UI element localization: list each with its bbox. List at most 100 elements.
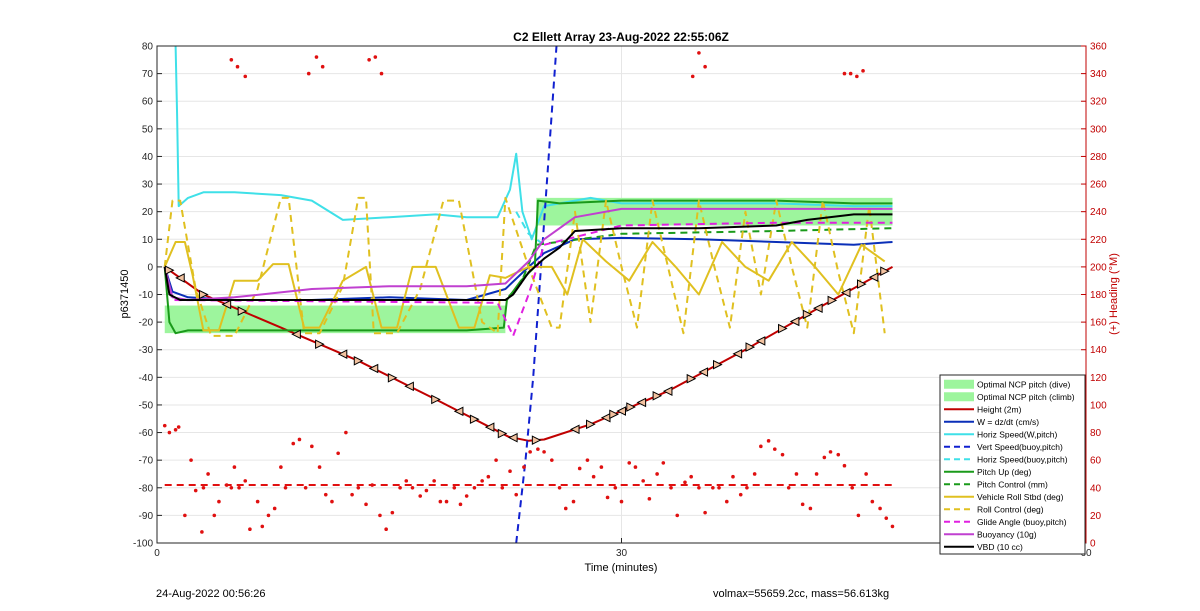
series-line-vehicle-roll-stbd-deg <box>163 238 886 332</box>
heading-point <box>486 474 491 479</box>
height-marker <box>880 266 890 276</box>
heading-point <box>703 510 707 515</box>
heading-point <box>464 494 469 498</box>
legend: Optimal NCP pitch (dive) Optimal NCP pitc… <box>939 374 1086 555</box>
heading-point <box>283 485 288 490</box>
heading-point <box>669 485 673 490</box>
height-marker <box>431 394 441 405</box>
heading-point <box>189 458 193 462</box>
y-tick-label-right: 260 <box>1090 180 1107 191</box>
series-line-roll-control-deg <box>163 196 886 337</box>
legend-label: Pitch Up (deg) <box>977 467 1031 477</box>
heading-point <box>237 485 241 490</box>
heading-points <box>162 51 895 534</box>
heading-point <box>842 463 847 468</box>
height-marker <box>789 316 800 327</box>
heading-point <box>432 479 436 483</box>
heading-point <box>356 485 361 490</box>
heading-point <box>224 483 229 487</box>
heading-point <box>206 472 210 476</box>
heading-point <box>836 452 841 457</box>
x-tick-label: 30 <box>616 548 628 559</box>
y-tick-label-left: 70 <box>142 69 154 80</box>
heading-point <box>379 71 384 76</box>
heading-point <box>320 64 325 69</box>
heading-point <box>500 485 505 490</box>
y-tick-label-right: 40 <box>1090 483 1102 494</box>
heading-point <box>303 485 308 490</box>
y-tick-label-right: 60 <box>1090 456 1102 467</box>
heading-point <box>613 485 618 490</box>
legend-swatch <box>944 379 974 389</box>
heading-point <box>367 58 371 62</box>
heading-point <box>542 450 546 454</box>
height-marker <box>315 339 325 350</box>
heading-point <box>557 485 562 490</box>
heading-point <box>585 458 590 462</box>
series-lines <box>163 45 893 544</box>
heading-point <box>424 488 429 493</box>
height-marker <box>507 432 518 443</box>
height-marker <box>778 323 788 334</box>
height-marker <box>175 273 185 283</box>
heading-point <box>752 472 757 476</box>
heading-point <box>814 472 819 476</box>
x-tick-label: 60 <box>1080 548 1092 559</box>
height-marker <box>698 367 709 377</box>
heading-point <box>310 444 314 449</box>
height-marker <box>712 359 723 370</box>
y-tick-label-left: 50 <box>142 124 154 135</box>
heading-point <box>232 465 237 469</box>
series-line-vbd-10-cc <box>163 213 893 301</box>
height-markers <box>164 265 890 445</box>
heading-point <box>522 465 526 469</box>
heading-point <box>855 74 859 79</box>
y-tick-label-right: 160 <box>1090 318 1107 329</box>
height-marker <box>755 336 766 346</box>
heading-point <box>870 499 875 504</box>
heading-point <box>291 441 296 446</box>
y-tick-label-left: 80 <box>142 42 154 53</box>
height-marker <box>868 272 879 283</box>
heading-point <box>472 485 477 490</box>
heading-point <box>314 55 319 59</box>
heading-point <box>786 485 791 490</box>
heading-point <box>861 69 865 73</box>
height-marker <box>531 435 542 445</box>
y-axis-label-right: (+) Heading (°M) <box>1108 253 1120 335</box>
heading-point <box>480 479 484 483</box>
height-marker <box>337 349 348 359</box>
heading-point <box>759 444 763 449</box>
legend-label: Horiz Speed(buoy,pitch) <box>977 454 1068 464</box>
heading-point <box>494 458 498 462</box>
heading-point <box>373 55 378 59</box>
legend-label: Roll Control (deg) <box>977 504 1044 514</box>
height-marker <box>626 402 636 412</box>
height-marker <box>586 419 596 430</box>
heading-point <box>536 447 540 451</box>
heading-point <box>724 499 729 504</box>
heading-point <box>856 513 861 518</box>
ncp-band-dive <box>164 305 506 334</box>
heading-point <box>279 465 283 469</box>
legend-label: Buoyancy (10g) <box>977 529 1037 539</box>
heading-point <box>864 472 868 476</box>
y-tick-label-right: 240 <box>1090 207 1107 218</box>
heading-point <box>260 524 265 529</box>
heading-point <box>627 461 632 465</box>
heading-point <box>458 502 463 507</box>
height-marker <box>745 342 756 352</box>
x-axis-label: Time (minutes) <box>585 562 658 574</box>
legend-swatch <box>944 392 974 402</box>
axis-ticks: 0 30 60-100-90-80-70-60-50-40-30-20-100102… <box>133 42 1107 560</box>
y-tick-label-right: 360 <box>1090 42 1107 53</box>
height-marker <box>827 295 838 306</box>
heading-point <box>248 527 252 531</box>
y-tick-label-left: 20 <box>142 207 154 218</box>
heading-point <box>370 483 375 487</box>
heading-point <box>193 488 198 493</box>
height-marker <box>164 265 175 276</box>
height-marker <box>469 414 480 425</box>
heading-point <box>336 451 340 456</box>
footer-volmax-mass: volmax=55659.2cc, mass=56.613kg <box>713 588 890 600</box>
